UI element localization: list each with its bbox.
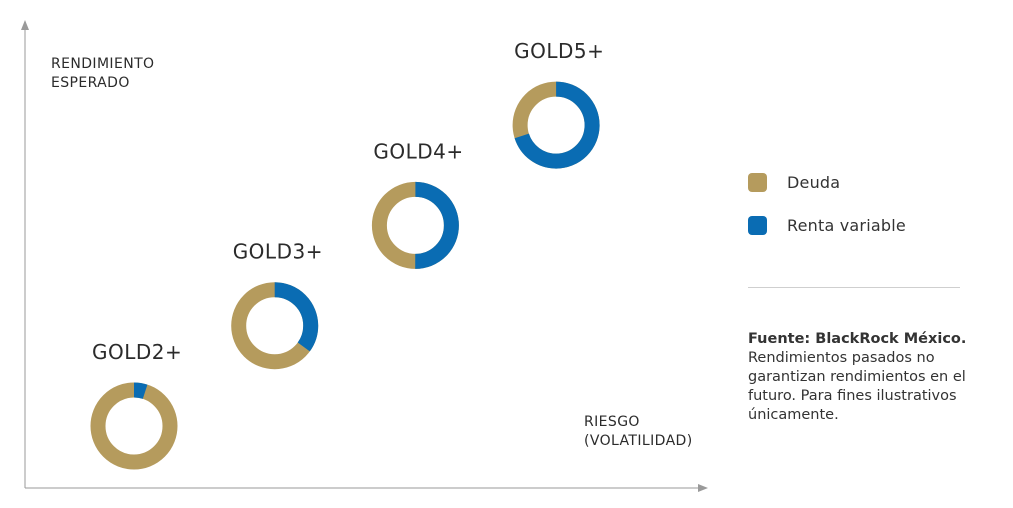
donut-group: GOLD2+ GOLD3+ GOLD4+ GOLD5+ [90, 39, 604, 470]
legend-swatch-renta-variable [748, 215, 767, 235]
axes [21, 20, 708, 492]
x-axis-arrow [698, 484, 708, 492]
legend: Deuda Renta variable [748, 170, 906, 256]
x-axis-label: RIESGO (VOLATILIDAD) [584, 414, 693, 449]
divider [748, 287, 960, 288]
donut-gold2-plus-deuda-arc [90, 382, 178, 470]
donut-gold5-plus-renta-variable-arc [512, 81, 600, 169]
donut-gold4-plus-renta-variable-arc [371, 181, 459, 269]
legend-item-renta-variable: Renta variable [748, 213, 906, 237]
y-axis-arrow [21, 20, 29, 30]
legend-item-deuda: Deuda [748, 170, 906, 194]
legend-label-deuda: Deuda [787, 172, 841, 192]
donut-label-gold2-plus: GOLD2+ [92, 340, 182, 364]
y-axis-label: RENDIMIENTO ESPERADO [51, 56, 155, 91]
note-source: Fuente: BlackRock México. [748, 331, 967, 347]
donut-gold3-plus-renta-variable-arc [231, 282, 319, 370]
donut-gold2-plus-renta-variable-arc [90, 382, 178, 470]
donut-label-gold5-plus: GOLD5+ [514, 39, 604, 63]
note-disclaimer: Rendimientos pasados no garantizan rendi… [748, 350, 966, 423]
donut-label-gold3-plus: GOLD3+ [233, 240, 323, 264]
donut-label-gold4-plus: GOLD4+ [373, 139, 463, 163]
legend-label-renta-variable: Renta variable [787, 215, 906, 235]
legend-swatch-deuda [748, 172, 767, 192]
source-note: Fuente: BlackRock México. Rendimientos p… [748, 330, 978, 425]
